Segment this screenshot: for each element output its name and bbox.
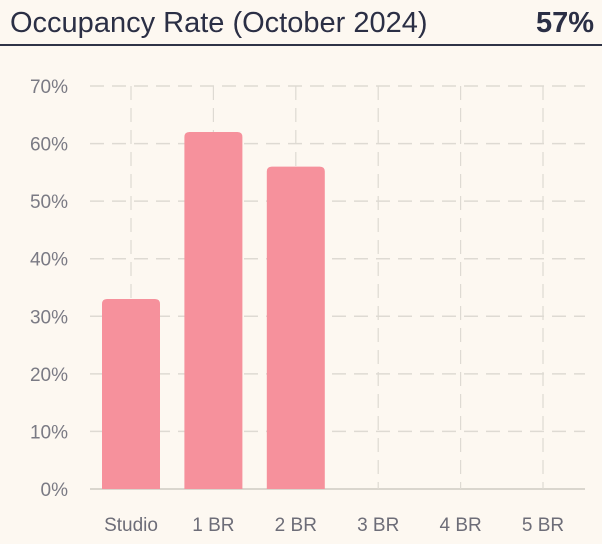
x-tick-label: 1 BR xyxy=(192,515,234,536)
bars xyxy=(102,132,325,490)
bar-studio xyxy=(102,299,160,489)
grid-lines xyxy=(90,85,585,490)
x-tick-label: 2 BR xyxy=(275,515,317,536)
chart-title: Occupancy Rate (October 2024) xyxy=(10,7,428,39)
y-tick-label: 40% xyxy=(30,250,68,271)
x-tick-label: Studio xyxy=(104,515,158,536)
y-tick-label: 10% xyxy=(30,422,68,443)
y-tick-label: 70% xyxy=(30,77,68,98)
y-tick-label: 60% xyxy=(30,135,68,156)
y-tick-label: 0% xyxy=(41,480,69,501)
chart-header: Occupancy Rate (October 2024) 57% xyxy=(0,0,602,46)
x-axis: Studio 1 BR 2 BR 3 BR 4 BR 5 BR xyxy=(104,515,564,536)
y-tick-label: 20% xyxy=(30,365,68,386)
y-axis: 0% 10% 20% 30% 40% 50% 60% 70% xyxy=(30,77,68,501)
y-tick-label: 50% xyxy=(30,192,68,213)
x-tick-label: 3 BR xyxy=(357,515,399,536)
y-tick-label: 30% xyxy=(30,307,68,328)
x-tick-label: 4 BR xyxy=(439,515,481,536)
bar-1-br xyxy=(184,132,243,490)
bar-2-br xyxy=(266,166,325,489)
occupancy-summary-value: 57% xyxy=(535,7,594,39)
x-tick-label: 5 BR xyxy=(522,515,564,536)
